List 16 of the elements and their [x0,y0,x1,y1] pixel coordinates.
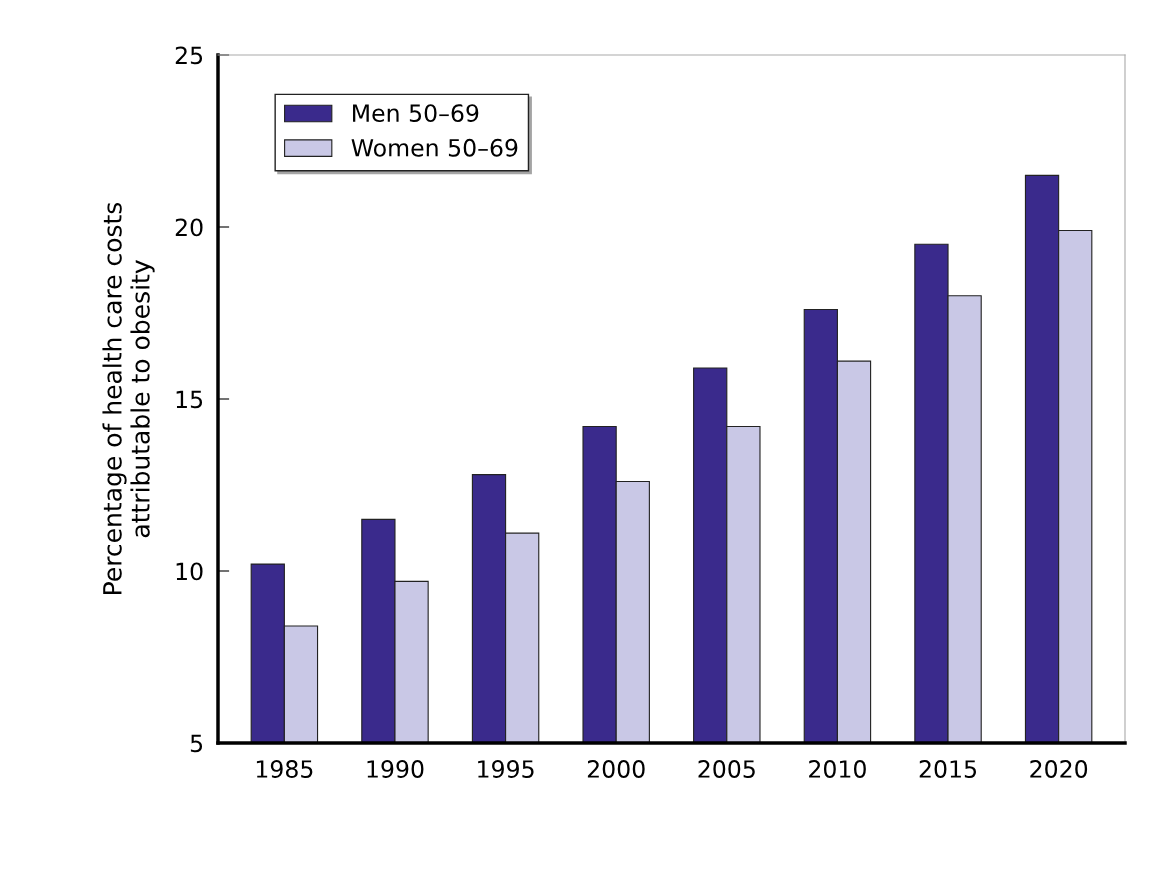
y-axis-title: Percentage of health care costs attributable to obesity [102,202,155,594]
x-tick-label: 2005 [698,760,755,778]
legend-label: Men 50–69 [353,104,479,123]
x-tick-label: 2000 [587,760,645,778]
legend-label: Women 50–69 [351,138,518,157]
x-tick-label: 1990 [367,760,424,778]
x-tick-label: 2010 [809,760,866,778]
y-tick-label: 15 [176,390,203,409]
y-tick-label: 10 [176,562,203,581]
x-tick-label: 2020 [1030,760,1088,778]
y-tick-label: 20 [175,218,203,237]
x-tick-label: 1985 [256,760,313,778]
y-tick-label: 5 [190,734,203,753]
x-tick-label: 1995 [478,760,534,778]
x-tick-label: 2015 [919,760,977,778]
y-tick-label: 25 [175,46,203,65]
